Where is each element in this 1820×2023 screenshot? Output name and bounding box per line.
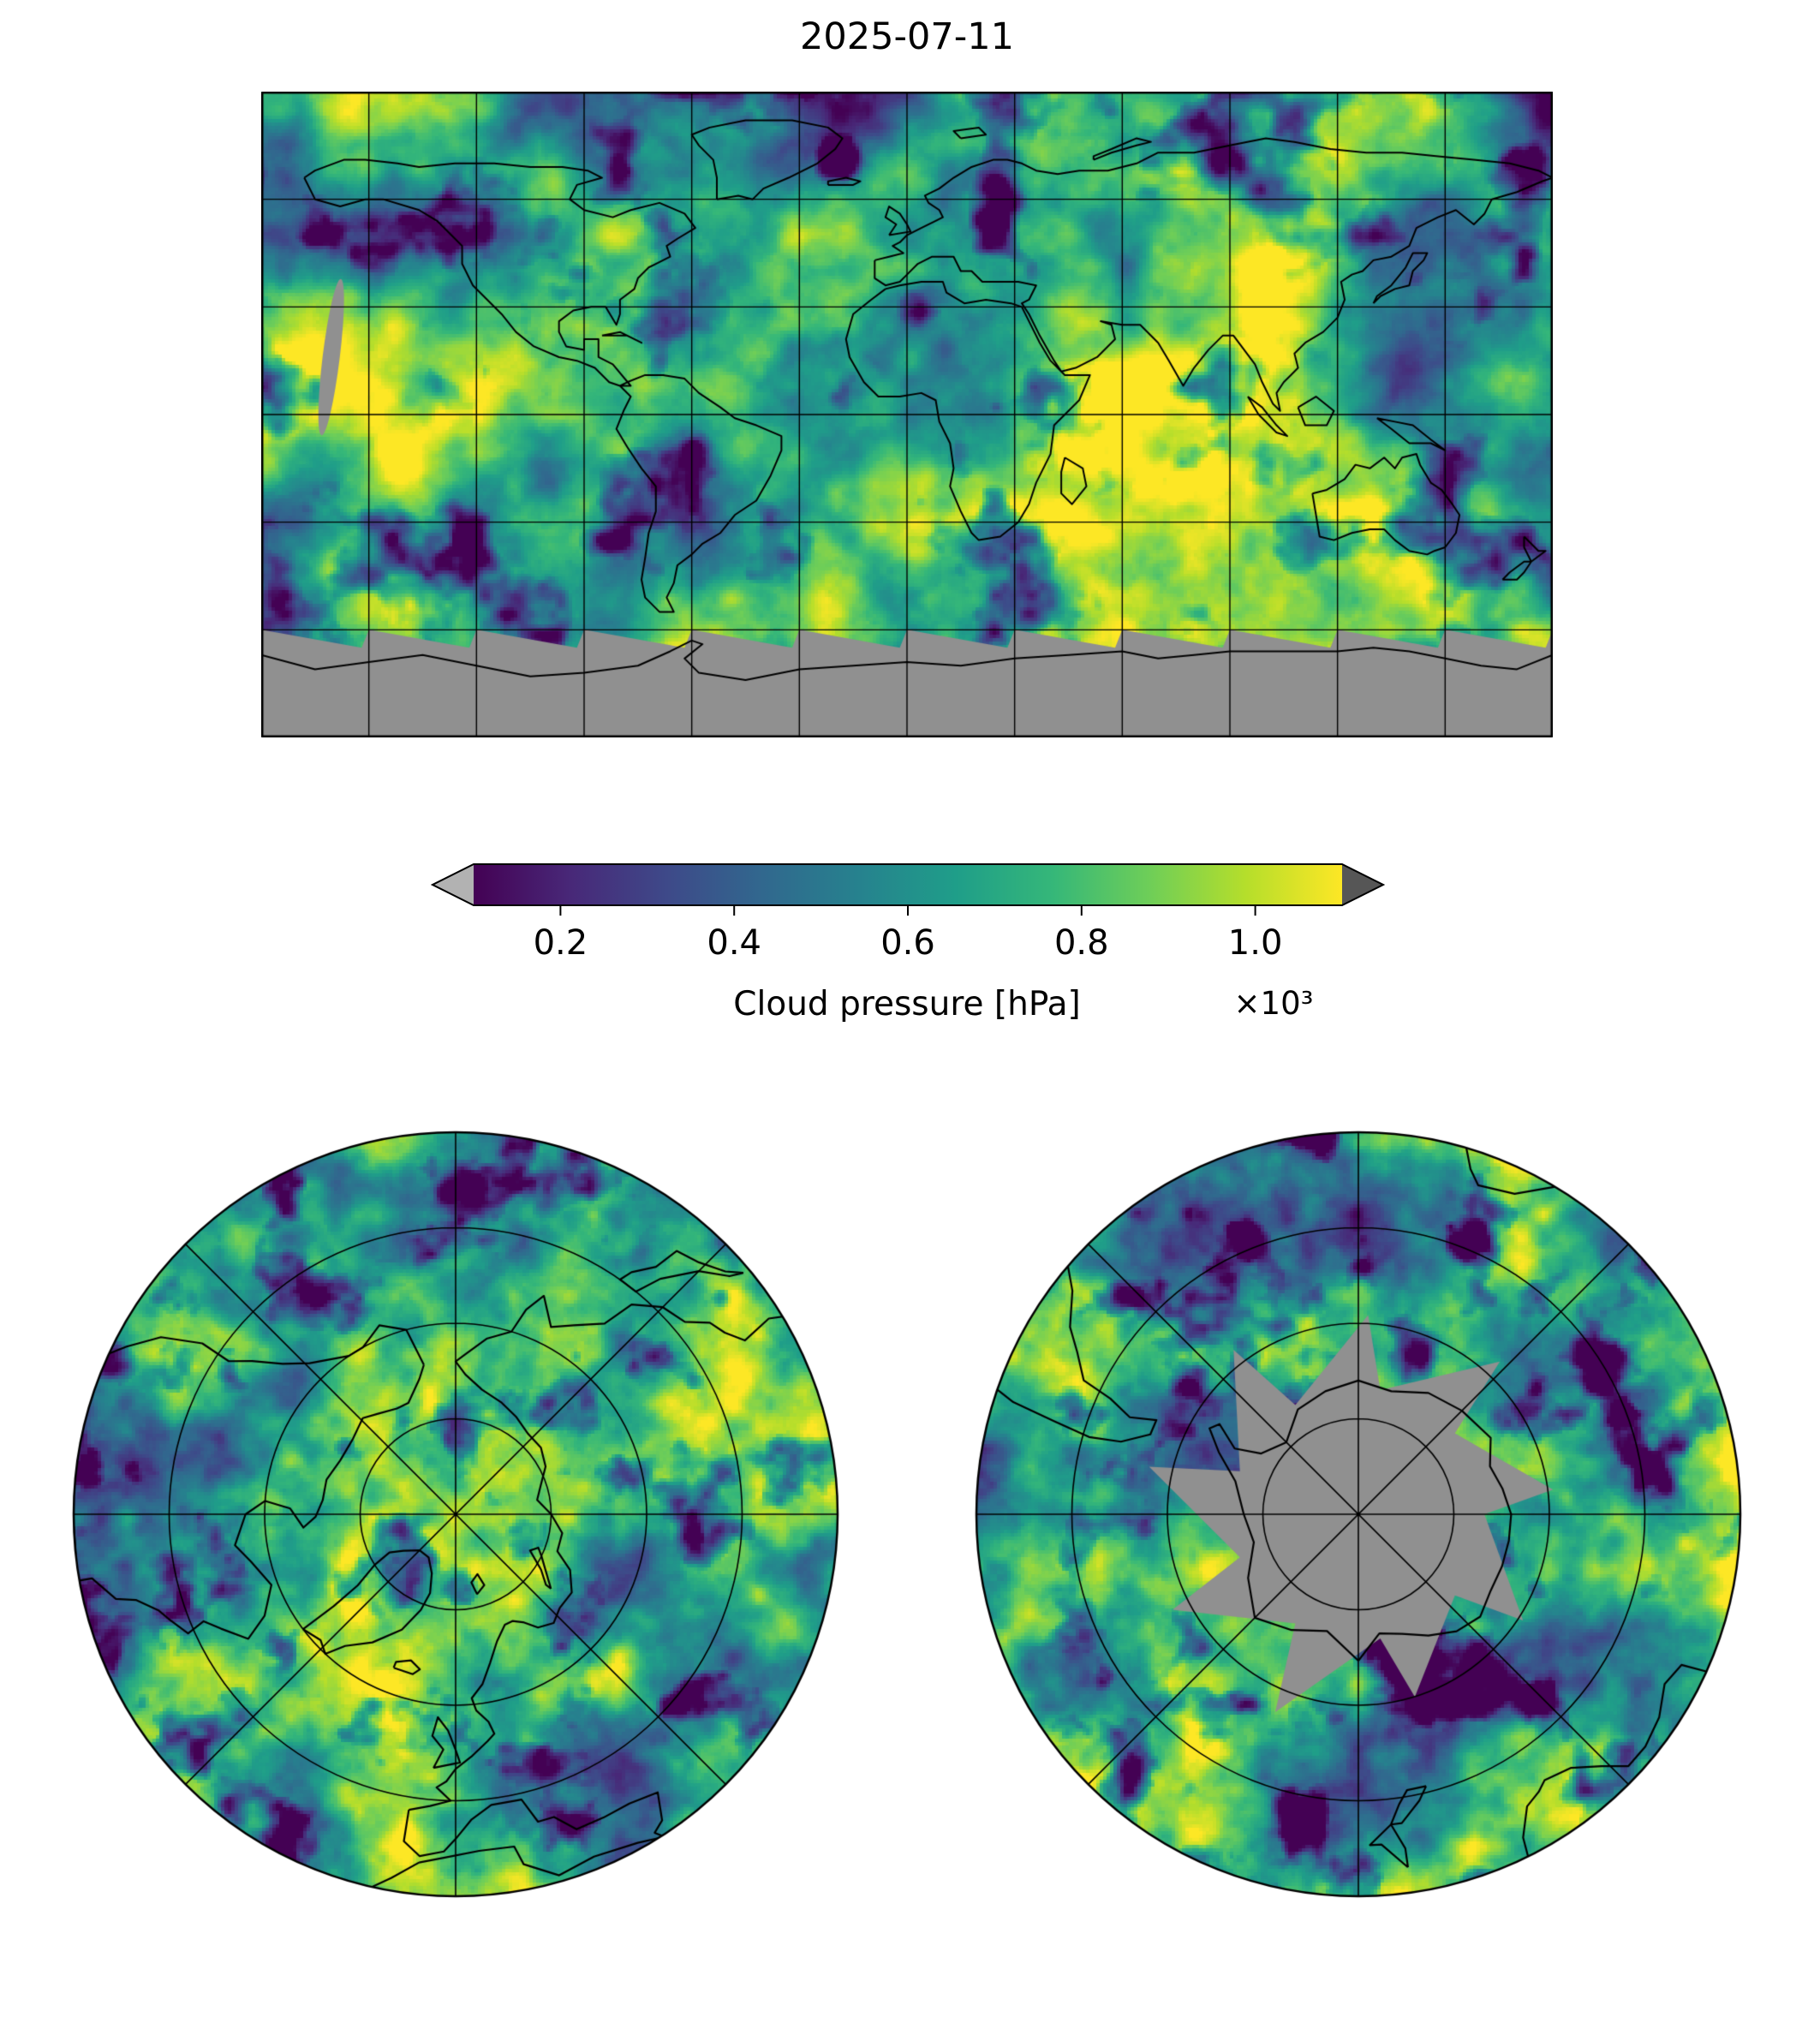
colorbar-outline <box>431 863 1385 906</box>
colorbar-tick-label: 0.8 <box>1053 923 1109 963</box>
colorbar-over-arrow <box>1342 864 1383 905</box>
north-polar-map-canvas <box>70 1129 841 1900</box>
colorbar-under-arrow <box>433 864 474 905</box>
colorbar-offset-text: ×10³ <box>1233 985 1314 1022</box>
global-map-canvas <box>261 92 1553 737</box>
south-polar-map-canvas <box>973 1129 1744 1900</box>
colorbar <box>431 863 1385 916</box>
colorbar-ticks <box>559 905 1256 916</box>
colorbar-tick-labels: 0.2 0.4 0.6 0.8 1.0 <box>0 923 1820 968</box>
colorbar-tick-label: 0.6 <box>880 923 935 963</box>
colorbar-label: Cloud pressure [hPa] <box>733 985 1081 1023</box>
colorbar-tick-label: 0.2 <box>533 923 588 963</box>
colorbar-gradient <box>474 864 1342 905</box>
colorbar-tick-label: 0.4 <box>707 923 761 963</box>
colorbar-tick-label: 1.0 <box>1227 923 1283 963</box>
figure-title: 2025-07-11 <box>800 15 1014 58</box>
